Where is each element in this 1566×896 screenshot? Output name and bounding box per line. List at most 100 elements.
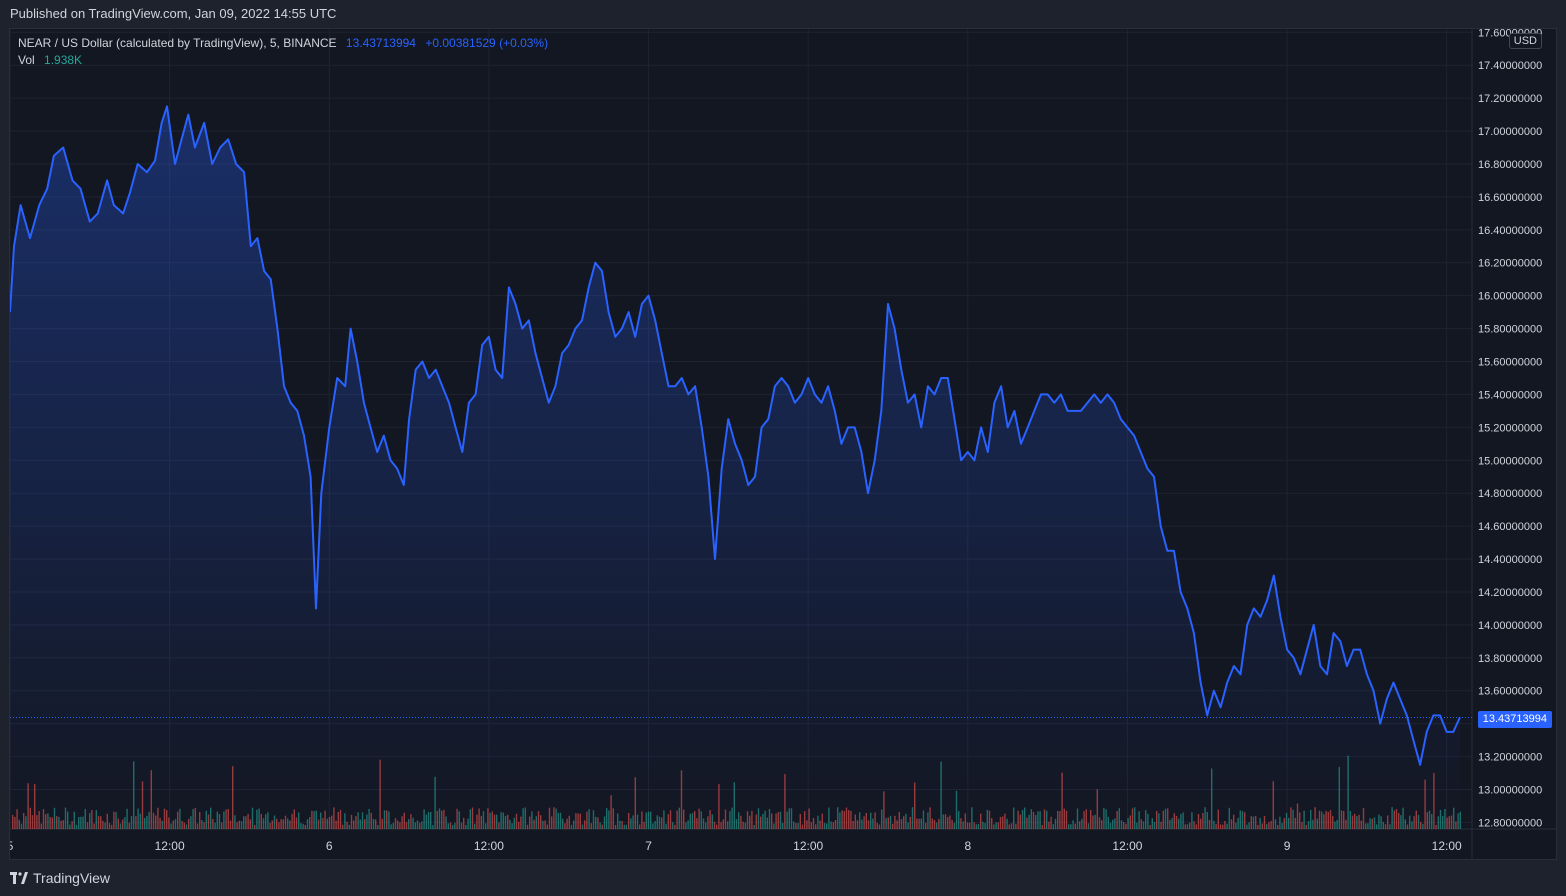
volume-bar — [1303, 810, 1305, 829]
volume-bar — [916, 818, 918, 829]
volume-bar — [258, 808, 260, 829]
volume-bar — [1173, 813, 1175, 829]
volume-bar — [1409, 815, 1411, 829]
volume-bar — [799, 814, 801, 829]
volume-bar — [933, 820, 936, 829]
volume-bar — [225, 809, 227, 829]
volume-bar — [337, 811, 339, 829]
volume-bar — [1373, 817, 1376, 829]
volume-bar — [212, 818, 214, 829]
volume-bar — [229, 820, 232, 829]
volume-bar — [1109, 822, 1112, 829]
volume-bar — [1215, 823, 1217, 829]
volume-bar — [328, 816, 331, 829]
y-tick-label: 14.40000000 — [1478, 554, 1542, 566]
volume-bar — [100, 816, 102, 829]
volume-bar — [1347, 755, 1349, 829]
volume-bar — [361, 812, 364, 829]
volume-bar — [1182, 812, 1184, 829]
volume-bar — [12, 814, 14, 829]
volume-bar — [606, 808, 608, 829]
volume-bar — [1002, 816, 1004, 829]
volume-bar — [443, 809, 445, 829]
x-tick-label: 7 — [645, 839, 652, 853]
volume-bar — [628, 812, 630, 829]
volume-bar — [555, 808, 557, 829]
volume-bar — [1367, 823, 1369, 829]
volume-bar — [1420, 821, 1422, 829]
volume-bar — [265, 814, 267, 829]
published-text: Published on TradingView.com, Jan 09, 20… — [10, 6, 337, 21]
volume-bar — [313, 811, 315, 829]
volume-label[interactable]: Vol — [18, 53, 35, 67]
volume-bar — [1378, 814, 1380, 829]
volume-bar — [309, 817, 311, 829]
volume-bar — [564, 823, 566, 829]
volume-bar — [788, 808, 790, 829]
volume-bar — [1433, 772, 1435, 829]
volume-bar — [1457, 813, 1459, 829]
volume-bar — [221, 822, 223, 829]
volume-bar — [568, 815, 570, 829]
currency-badge[interactable]: USD — [1508, 33, 1542, 49]
volume-bar — [1162, 810, 1164, 829]
volume-bar — [137, 808, 139, 829]
symbol-title[interactable]: NEAR / US Dollar (calculated by TradingV… — [18, 36, 337, 50]
volume-bar — [1202, 812, 1204, 829]
volume-bar — [108, 823, 111, 829]
volume-bar — [518, 821, 520, 829]
volume-bar — [1336, 819, 1338, 829]
price-chart[interactable]: 17.6000000017.4000000017.2000000017.0000… — [10, 29, 1557, 860]
volume-bar — [623, 824, 625, 829]
volume-bar — [139, 813, 141, 829]
volume-bar — [955, 790, 958, 829]
volume-bar — [1292, 809, 1294, 829]
volume-bar — [496, 814, 498, 829]
volume-bar — [1074, 823, 1076, 829]
volume-bar — [1204, 807, 1206, 829]
volume-bar — [353, 820, 355, 829]
volume-bar — [1048, 821, 1050, 829]
volume-bar — [581, 824, 584, 829]
volume-bar — [751, 810, 753, 829]
volume-bar — [104, 822, 106, 829]
volume-bar — [434, 776, 436, 829]
volume-bar — [456, 808, 458, 829]
volume-bar — [170, 823, 172, 829]
volume-bar — [1371, 818, 1373, 829]
volume-bar — [80, 816, 82, 829]
volume-bar — [951, 819, 953, 829]
volume-bar — [1076, 808, 1079, 829]
volume-bar — [317, 819, 320, 829]
volume-bar — [1094, 814, 1096, 829]
volume-bar — [784, 774, 786, 829]
volume-bar — [1222, 824, 1224, 829]
volume-bar — [1118, 808, 1120, 829]
volume-bar — [1105, 809, 1107, 829]
volume-bar — [667, 814, 669, 829]
chart-pane[interactable]: 17.6000000017.4000000017.2000000017.0000… — [9, 28, 1557, 860]
volume-bar — [936, 822, 938, 829]
volume-bar — [47, 813, 49, 829]
volume-bar — [702, 818, 705, 829]
volume-bar — [1259, 817, 1261, 829]
volume-bar — [537, 811, 540, 829]
volume-bar — [333, 807, 335, 829]
volume-bar — [491, 811, 493, 829]
tradingview-brand[interactable]: TradingView — [10, 870, 110, 886]
volume-bar — [141, 781, 144, 829]
volume-bar — [331, 815, 333, 829]
volume-bar — [674, 824, 676, 829]
volume-bar — [1332, 815, 1334, 829]
y-tick-label: 13.80000000 — [1478, 653, 1542, 665]
volume-bar — [179, 808, 181, 829]
volume-bar — [452, 824, 454, 829]
volume-bar — [744, 822, 746, 829]
volume-bar — [995, 822, 997, 829]
volume-bar — [595, 816, 597, 829]
volume-bar — [757, 808, 760, 829]
volume-bar — [823, 822, 826, 829]
volume-bar — [590, 823, 592, 829]
volume-bar — [1127, 818, 1129, 829]
volume-bar — [685, 822, 687, 829]
